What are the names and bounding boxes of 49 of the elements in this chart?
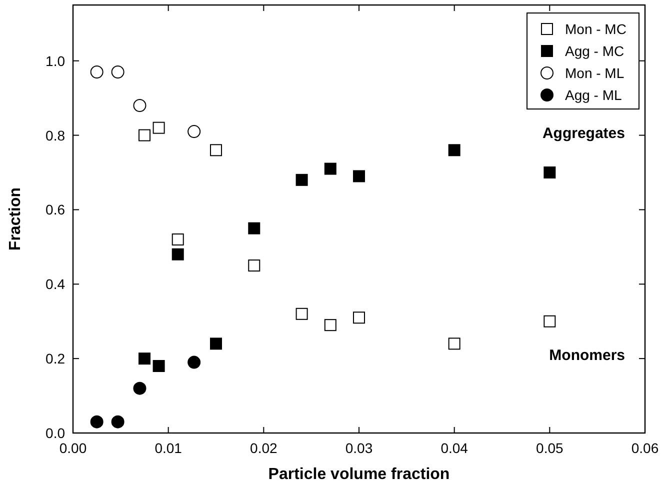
y-tick-label: 0.0 (46, 425, 66, 441)
point (152, 360, 165, 372)
legend-label: Agg - ML (565, 87, 622, 103)
x-axis-title: Particle volume fraction (268, 466, 450, 483)
point (544, 315, 556, 328)
legend-label: Mon - ML (565, 65, 624, 81)
point (448, 338, 460, 350)
point (248, 260, 260, 272)
annotation: Aggregates (542, 125, 625, 142)
point (324, 319, 336, 332)
point (111, 415, 124, 428)
point (172, 248, 184, 260)
point (90, 65, 104, 78)
x-tick-label: 0.03 (345, 440, 373, 456)
y-axis-title: Fraction (7, 187, 24, 251)
point (188, 125, 201, 138)
y-tick-label: 0.8 (46, 127, 66, 144)
y-tick-label: 0.6 (46, 202, 66, 218)
point (210, 144, 222, 156)
point (210, 338, 222, 350)
point (353, 312, 365, 324)
x-tick-label: 0.01 (154, 440, 182, 456)
point (353, 170, 365, 182)
point (188, 356, 201, 369)
point (324, 162, 336, 175)
y-tick-label: 0.4 (46, 276, 66, 292)
point (138, 352, 150, 365)
point (448, 144, 460, 156)
point (544, 166, 556, 178)
point (296, 174, 308, 186)
point (90, 415, 104, 428)
point (172, 233, 184, 246)
point (111, 65, 124, 78)
y-tick-label: 0.2 (46, 350, 66, 367)
legend-label: Agg - MC (565, 43, 624, 59)
annotation: Monomers (549, 347, 625, 364)
x-tick-label: 0.04 (440, 440, 468, 456)
point (133, 98, 146, 112)
x-tick-label: 0.05 (536, 440, 564, 456)
point (248, 222, 260, 234)
point (296, 308, 308, 320)
x-tick-label: 0.06 (631, 440, 659, 456)
x-tick-label: 0.00 (59, 440, 87, 456)
point (138, 129, 150, 142)
x-tick-label: 0.02 (250, 440, 278, 456)
point (152, 122, 165, 134)
point (133, 382, 146, 395)
legend-label: Mon - MC (565, 21, 626, 37)
y-tick-label: 1.0 (46, 52, 66, 69)
